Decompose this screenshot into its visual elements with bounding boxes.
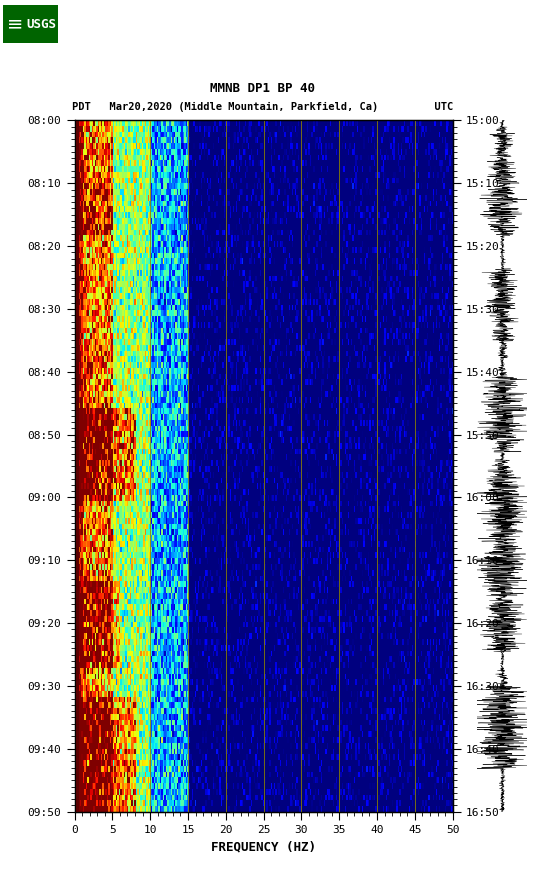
- Text: USGS: USGS: [26, 18, 56, 30]
- Bar: [74, 120, 78, 812]
- X-axis label: FREQUENCY (HZ): FREQUENCY (HZ): [211, 840, 316, 854]
- FancyBboxPatch shape: [3, 5, 58, 43]
- Text: MMNB DP1 BP 40: MMNB DP1 BP 40: [210, 82, 315, 95]
- Text: PDT   Mar20,2020 (Middle Mountain, Parkfield, Ca)         UTC: PDT Mar20,2020 (Middle Mountain, Parkfie…: [72, 103, 453, 112]
- Text: ≡: ≡: [7, 14, 24, 34]
